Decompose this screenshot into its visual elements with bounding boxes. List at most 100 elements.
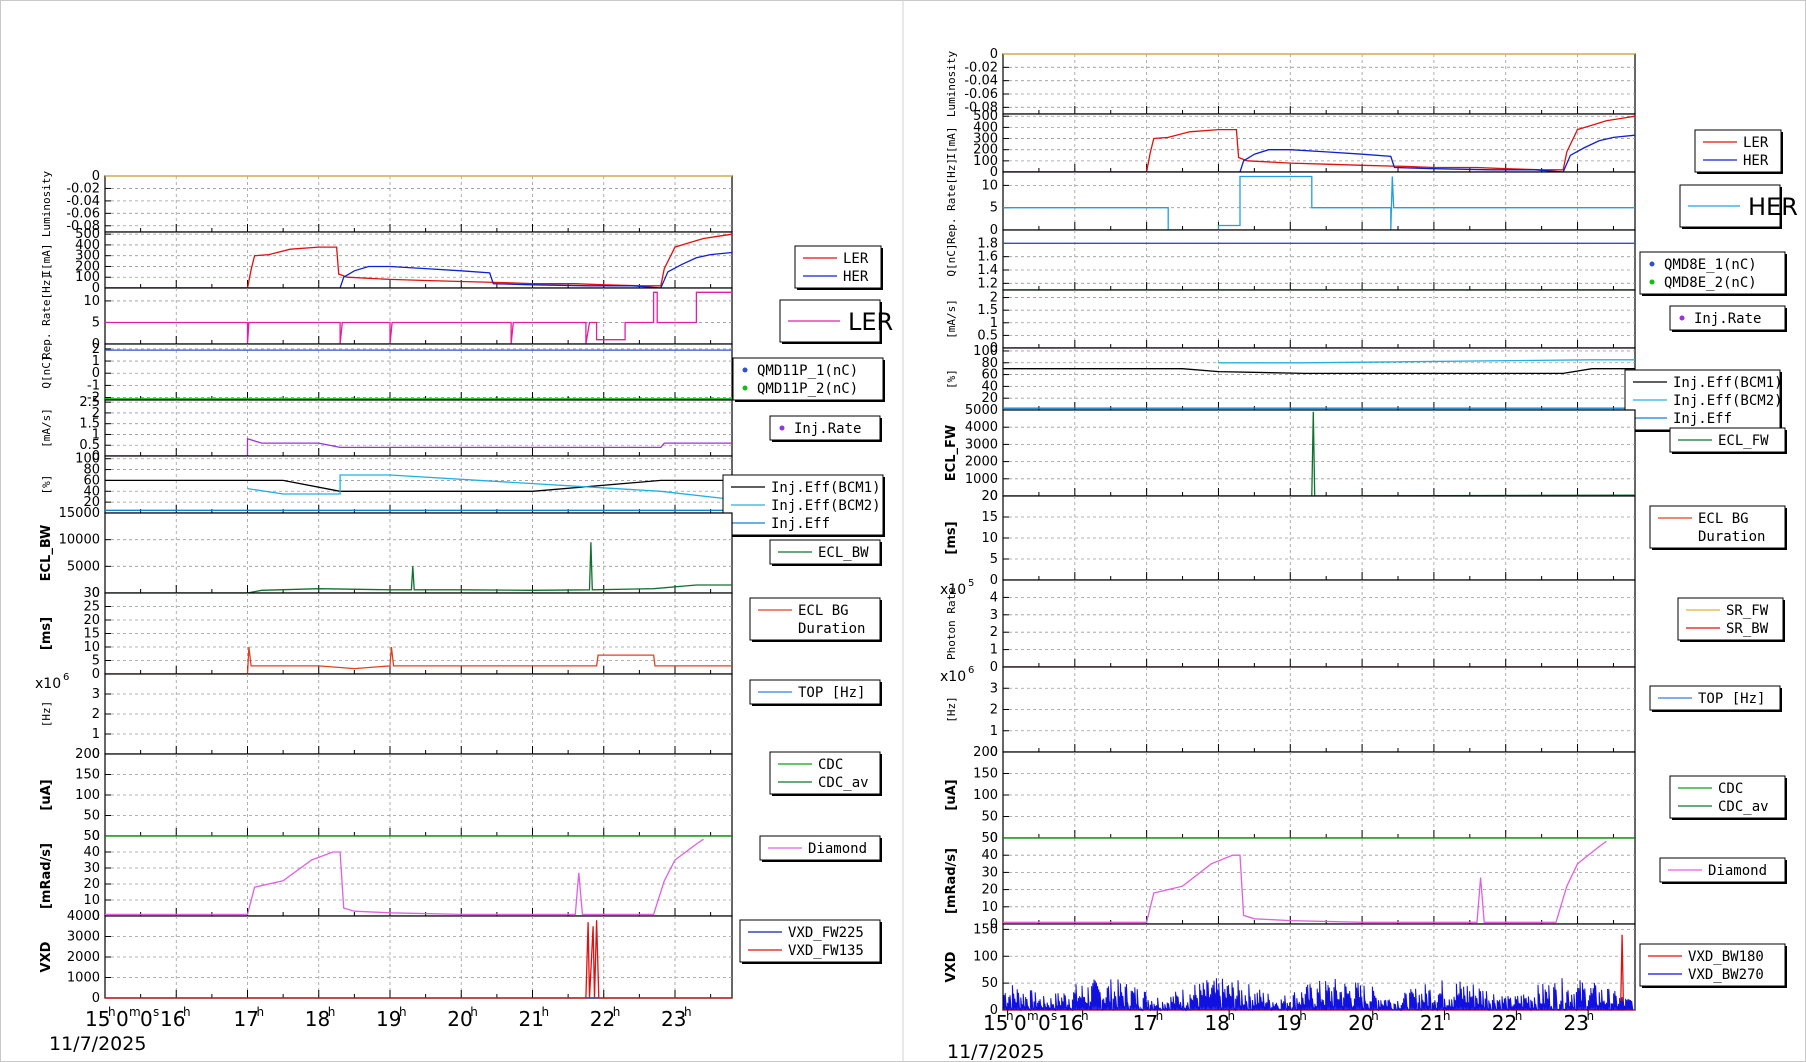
y-tick-label: 0 — [990, 165, 998, 180]
legend-box — [739, 919, 881, 963]
y-tick-label: 3000 — [67, 930, 100, 945]
y-tick-label: -0.02 — [964, 60, 998, 75]
y-tick-label: 400 — [973, 120, 998, 135]
y-tick-label: 2 — [990, 625, 998, 640]
y-tick-label: -0.08 — [66, 219, 100, 234]
x-tick-hour: 16 — [1058, 1011, 1083, 1035]
y-tick-label: 5000 — [965, 403, 998, 418]
legend-label: VXD_FW135 — [788, 943, 864, 959]
y-exponent-base: x10 — [35, 676, 61, 692]
strip-rep: 10 5 0 Rep. Rate[Hz] LER — [40, 273, 893, 359]
plot-frame — [1002, 579, 1636, 668]
series-vxd-bw270 — [1003, 978, 1634, 1012]
y-tick-label: 1 — [990, 724, 998, 739]
y-tick-label: 20 — [83, 495, 100, 510]
series-inj-eff-bcm2- — [247, 474, 733, 501]
legend-top: TOP [Hz] — [749, 679, 882, 706]
x-tick-hour: 21 — [1420, 1011, 1445, 1035]
plot-frame — [1002, 113, 1636, 173]
y-axis-label: Rep. Rate[Hz] — [40, 273, 53, 359]
series-vxd-fw135 — [105, 920, 732, 999]
y-tick-label: 200 — [75, 747, 100, 762]
y-axis-label: [mRad/s] — [944, 848, 959, 914]
y-tick-label: 20 — [83, 613, 100, 628]
y-tick-label: 0 — [92, 747, 100, 762]
y-tick-label: 0 — [990, 489, 998, 504]
legend-label: VXD_BW270 — [1688, 967, 1764, 983]
y-tick-label: 2000 — [67, 950, 100, 965]
legend-label: LER — [843, 251, 869, 267]
y-tick-label: 40 — [83, 845, 100, 860]
y-tick-label: 60 — [981, 368, 998, 383]
y-axis-label: Q[nC] — [945, 243, 958, 276]
x-axis-labels: 15h 0 m 0 s 16h 17h 18h 19h 20h 21h 22h 23h — [85, 1005, 692, 1031]
y-axis-label: [ms] — [944, 521, 959, 554]
strip-top: 3 2 1 0 [Hz] x10 6 TOP [Hz] — [940, 665, 1782, 760]
y-tick-label: 0 — [92, 991, 100, 1006]
strip-lum: 0-0.02-0.04-0.06-0.08 Luminosity — [40, 169, 733, 237]
y-tick-label: -0.04 — [964, 74, 998, 89]
legend-box — [1669, 305, 1786, 331]
y-tick-label: 15 — [981, 510, 998, 525]
legend-eff: Inj.Eff(BCM1) Inj.Eff(BCM2) Inj.Eff — [722, 474, 885, 537]
y-tick-label: 100 — [973, 788, 998, 803]
y-tick-label: 150 — [973, 767, 998, 782]
plot-frame — [104, 175, 733, 233]
legend-label: QMD8E_2(nC) — [1664, 275, 1757, 291]
series-ler — [105, 291, 732, 345]
legend-label: VXD_BW180 — [1688, 949, 1764, 965]
y-tick-label: 40 — [83, 484, 100, 499]
legend-label: Inj.Eff(BCM1) — [1673, 375, 1783, 391]
y-tick-label: 50 — [981, 831, 998, 846]
plot-frame — [1002, 289, 1636, 349]
y-tick-label: -0.02 — [66, 181, 100, 196]
y-axis-label: VXD — [944, 951, 959, 982]
plot-frame — [1002, 53, 1636, 115]
y-tick-label: 10 — [981, 900, 998, 915]
plot-frame — [1002, 751, 1636, 839]
y-tick-label: 20 — [83, 877, 100, 892]
legend-marker — [779, 425, 785, 431]
y-axis-label: [%] — [40, 475, 53, 495]
x-tick-hour: 17 — [1133, 1011, 1158, 1035]
y-tick-label: 25 — [83, 600, 100, 615]
y-exponent-power: 6 — [968, 665, 974, 676]
y-tick-label: 10 — [981, 178, 998, 193]
y-tick-label: 1 — [92, 727, 100, 742]
x-tick-hour: 16 — [160, 1007, 185, 1031]
y-tick-label: 40 — [981, 379, 998, 394]
series-her — [1003, 134, 1636, 173]
legend-box — [1669, 775, 1786, 819]
x-tick-hour: 23 — [661, 1007, 686, 1031]
y-tick-label: 10 — [83, 640, 100, 655]
strip-dia: 50 40 30 20 10 0 [mRad/s] Diamond — [944, 831, 1787, 932]
y-axis-label: Q[nC] — [40, 355, 53, 388]
strip-rep: 10 5 0 Rep. Rate[Hz] HER — [945, 158, 1798, 244]
x-tick-hour: 20 — [1348, 1011, 1373, 1035]
legend-label: CDC — [1718, 781, 1743, 797]
y-tick-label: 0 — [990, 573, 998, 588]
y-tick-label: 2 — [990, 291, 998, 306]
y-tick-label: 30 — [981, 865, 998, 880]
y-tick-label: 0 — [990, 47, 998, 62]
y-tick-label: 4000 — [67, 909, 100, 924]
y-tick-label: 0.5 — [977, 328, 998, 343]
x-tick-hour: 23 — [1564, 1011, 1589, 1035]
y-tick-label: 200 — [973, 143, 998, 158]
y-axis-label: Rep. Rate[Hz] — [945, 158, 958, 244]
x-tick-unit: h — [1371, 1009, 1379, 1023]
legend-box — [749, 597, 881, 641]
y-tick-label: 0 — [92, 829, 100, 844]
date-label: 11/7/2025 — [947, 1041, 1044, 1062]
y-tick-label: 100 — [75, 270, 100, 285]
y-tick-label: 2 — [92, 406, 100, 421]
y-tick-label: 1 — [990, 643, 998, 658]
legend-box — [769, 751, 881, 795]
y-tick-label: 5 — [990, 201, 998, 216]
